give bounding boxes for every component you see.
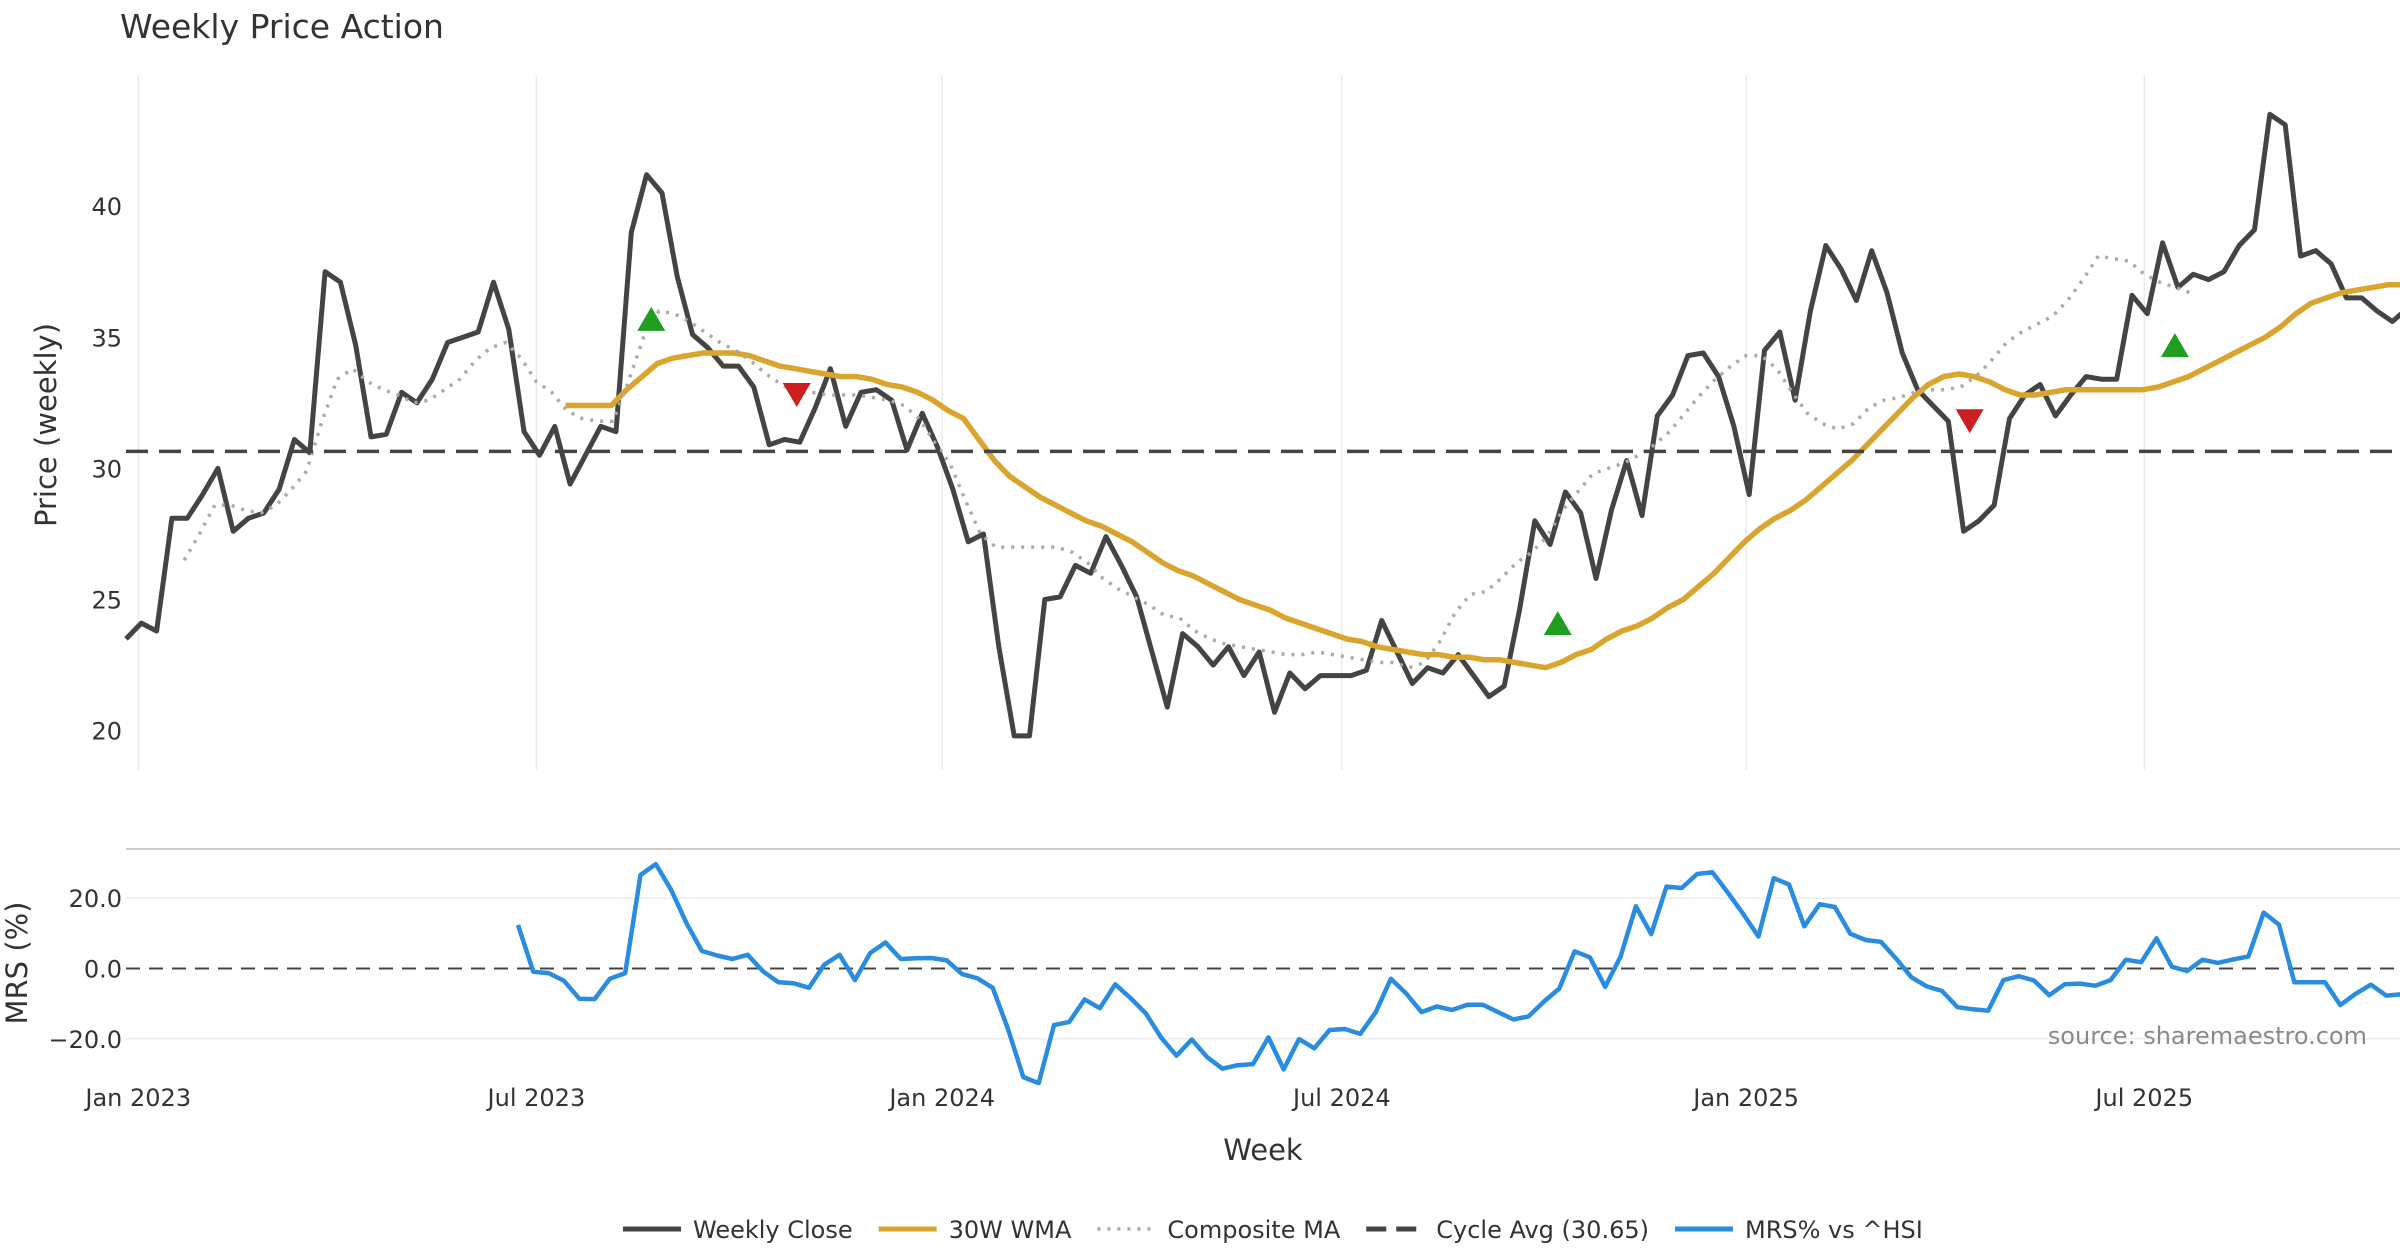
legend-label: Weekly Close (693, 1216, 853, 1244)
price-y-tick-label: 20 (91, 718, 122, 746)
price-y-tick-label: 40 (91, 193, 122, 221)
source-note: source: sharemaestro.com (2048, 1022, 2367, 1050)
sell-signal-marker (782, 382, 811, 407)
x-axis-ticks: Jan 2023 Jul 2023 Jan 2024 Jul 2024 Jan 2025… (83, 1084, 2193, 1112)
x-tick-label: Jul 2025 (2093, 1084, 2193, 1112)
legend: Weekly Close 30W WMA Composite MA Cycle Avg… (623, 1216, 1923, 1244)
series-30w-wma (565, 282, 2400, 671)
x-axis-label: Week (1223, 1133, 1303, 1167)
x-tick-label: Jan 2025 (1691, 1084, 1799, 1112)
mrs-y-tick-label: −20.0 (48, 1026, 122, 1054)
series-composite-ma (182, 254, 2191, 670)
legend-label: Cycle Avg (30.65) (1436, 1216, 1649, 1244)
sell-signal-marker (1955, 409, 1984, 434)
mrs-y-ticks: 20.0 0.0 −20.0 (48, 885, 122, 1054)
price-y-tick-label: 30 (91, 455, 122, 483)
series-weekly-close (124, 111, 2400, 739)
chart-title: Weekly Price Action (120, 7, 444, 46)
mrs-series (515, 861, 2400, 1086)
x-tick-label: Jul 2024 (1291, 1084, 1391, 1112)
legend-label: MRS% vs ^HSI (1745, 1216, 1923, 1244)
price-series (124, 111, 2400, 739)
mrs-y-tick-label: 0.0 (84, 956, 122, 984)
price-y-tick-label: 35 (91, 324, 122, 352)
legend-label: Composite MA (1167, 1216, 1340, 1244)
signal-markers (637, 306, 2189, 636)
price-y-axis-label: Price (weekly) (29, 323, 63, 527)
buy-signal-marker (1543, 611, 1572, 636)
mrs-y-axis-label: MRS (%) (0, 902, 34, 1025)
series-mrs-vs-hsi (515, 861, 2400, 1086)
buy-signal-marker (2160, 333, 2189, 358)
x-tick-label: Jan 2024 (887, 1084, 995, 1112)
price-y-tick-label: 25 (91, 587, 122, 615)
mrs-grid (126, 897, 2400, 1040)
mrs-y-tick-label: 20.0 (69, 885, 122, 913)
price-y-ticks: 20 25 30 35 40 (91, 193, 122, 746)
x-tick-label: Jan 2023 (83, 1084, 191, 1112)
legend-label: 30W WMA (949, 1216, 1072, 1244)
price-grid (137, 75, 2146, 770)
buy-signal-marker (637, 306, 666, 331)
x-tick-label: Jul 2023 (486, 1084, 586, 1112)
